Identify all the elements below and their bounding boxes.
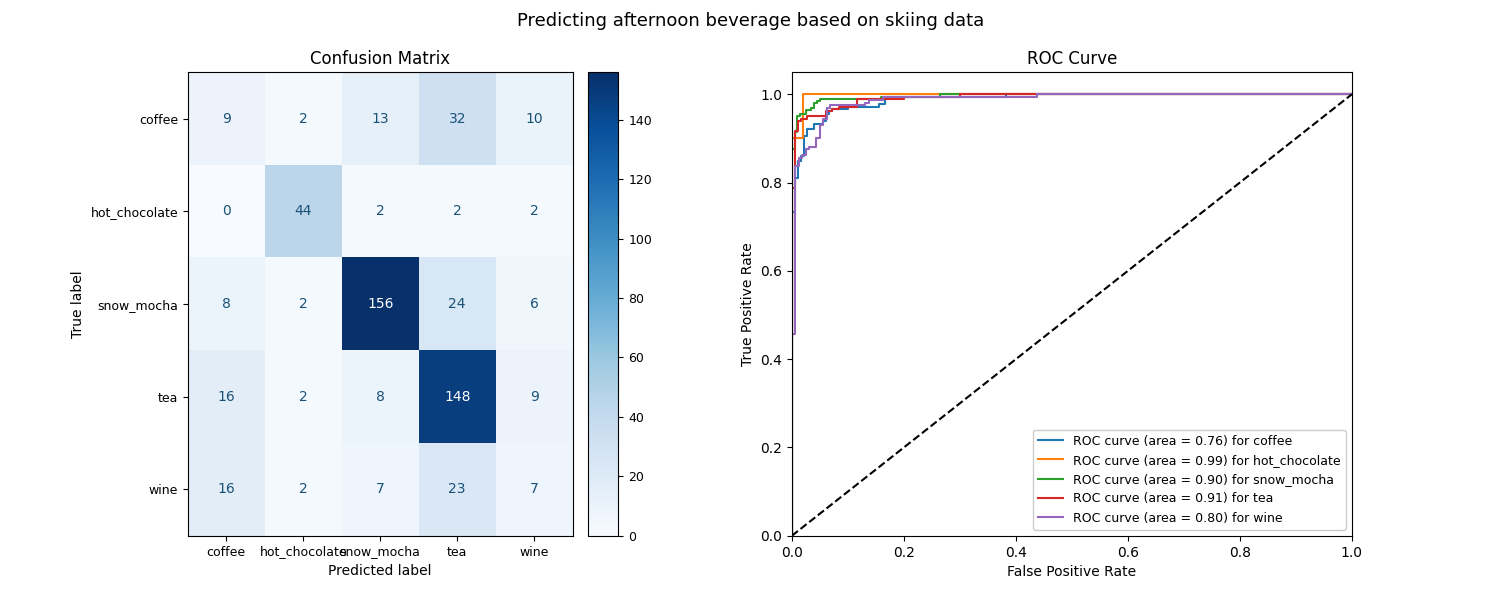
ROC curve (area = 0.76) for coffee [1063,91,1081,98]
Text: 23: 23 [449,482,466,497]
Text: 2: 2 [530,204,539,219]
ROC curve (area = 0.76) for coffee [1056,91,1074,98]
Text: 2: 2 [299,482,308,497]
ROC curve (area = 0.91) for tea [783,184,801,191]
ROC curve (area = 0.90) for snow_mocha [783,172,801,179]
Title: ROC Curve: ROC Curve [1027,50,1117,68]
ROC curve (area = 0.80) for wine [787,209,805,217]
ROC curve (area = 0.91) for tea [951,91,969,98]
Text: 44: 44 [294,204,312,219]
ROC curve (area = 0.91) for tea [1343,91,1361,98]
X-axis label: False Positive Rate: False Positive Rate [1008,565,1137,579]
ROC curve (area = 0.80) for wine [783,532,801,539]
ROC curve (area = 0.91) for tea [1035,91,1053,98]
Text: 16: 16 [218,482,236,497]
ROC curve (area = 0.99) for hot_chocolate [783,135,801,142]
Legend: ROC curve (area = 0.76) for coffee, ROC curve (area = 0.99) for hot_chocolate, R: ROC curve (area = 0.76) for coffee, ROC … [1033,430,1346,530]
ROC curve (area = 0.91) for tea [1200,91,1218,98]
ROC curve (area = 0.90) for snow_mocha [928,93,946,100]
Line: ROC curve (area = 0.99) for hot_chocolate: ROC curve (area = 0.99) for hot_chocolat… [792,95,1352,536]
Text: 2: 2 [452,204,461,219]
ROC curve (area = 0.91) for tea [1063,91,1081,98]
Text: 8: 8 [222,297,231,311]
ROC curve (area = 0.90) for snow_mocha [1223,91,1241,98]
ROC curve (area = 0.80) for wine [979,93,997,101]
Text: Predicting afternoon beverage based on skiing data: Predicting afternoon beverage based on s… [517,12,985,30]
ROC curve (area = 0.99) for hot_chocolate [795,91,813,98]
ROC curve (area = 0.99) for hot_chocolate [1343,91,1361,98]
ROC curve (area = 0.90) for snow_mocha [1148,91,1166,98]
Text: 2: 2 [299,111,308,126]
Y-axis label: True label: True label [71,270,84,338]
Text: 6: 6 [530,297,539,311]
ROC curve (area = 0.90) for snow_mocha [1343,91,1361,98]
ROC curve (area = 0.99) for hot_chocolate [1209,91,1227,98]
ROC curve (area = 0.80) for wine [817,107,835,114]
X-axis label: Predicted label: Predicted label [329,564,433,578]
Line: ROC curve (area = 0.76) for coffee: ROC curve (area = 0.76) for coffee [792,95,1352,536]
ROC curve (area = 0.76) for coffee [823,105,841,113]
Y-axis label: True Positive Rate: True Positive Rate [740,242,754,366]
ROC curve (area = 0.99) for hot_chocolate [783,144,801,151]
ROC curve (area = 0.80) for wine [783,330,801,338]
ROC curve (area = 0.99) for hot_chocolate [1029,91,1047,98]
ROC curve (area = 0.76) for coffee [1035,91,1053,98]
ROC curve (area = 0.99) for hot_chocolate [783,532,801,539]
ROC curve (area = 0.91) for tea [823,105,841,113]
ROC curve (area = 0.91) for tea [1056,91,1074,98]
Text: 10: 10 [526,111,544,126]
ROC curve (area = 0.90) for snow_mocha [783,532,801,539]
ROC curve (area = 0.80) for wine [787,163,805,170]
ROC curve (area = 0.76) for coffee [783,208,801,216]
Text: 13: 13 [371,111,389,126]
ROC curve (area = 0.99) for hot_chocolate [1119,91,1137,98]
Line: ROC curve (area = 0.91) for tea: ROC curve (area = 0.91) for tea [792,95,1352,536]
Text: 0: 0 [222,204,231,219]
ROC curve (area = 0.80) for wine [1343,91,1361,98]
ROC curve (area = 0.76) for coffee [1343,91,1361,98]
ROC curve (area = 0.80) for wine [1027,91,1045,98]
ROC curve (area = 0.76) for coffee [997,91,1015,98]
ROC curve (area = 0.76) for coffee [783,532,801,539]
ROC curve (area = 0.90) for snow_mocha [828,95,846,102]
Text: 7: 7 [530,482,539,497]
Line: ROC curve (area = 0.80) for wine: ROC curve (area = 0.80) for wine [792,95,1352,536]
ROC curve (area = 0.76) for coffee [1200,91,1218,98]
Text: 8: 8 [376,389,385,404]
ROC curve (area = 0.90) for snow_mocha [931,91,949,98]
ROC curve (area = 0.99) for hot_chocolate [795,91,813,98]
Line: ROC curve (area = 0.90) for snow_mocha: ROC curve (area = 0.90) for snow_mocha [792,95,1352,536]
ROC curve (area = 0.90) for snow_mocha [811,95,829,102]
ROC curve (area = 0.80) for wine [801,146,819,153]
Text: 24: 24 [449,297,466,311]
Text: 9: 9 [530,389,539,404]
Text: 7: 7 [376,482,385,497]
Text: 16: 16 [218,389,236,404]
Text: 32: 32 [449,111,466,126]
Text: 9: 9 [222,111,231,126]
Text: 2: 2 [299,389,308,404]
ROC curve (area = 0.91) for tea [783,532,801,539]
Text: 148: 148 [445,389,470,404]
Text: 156: 156 [366,297,394,311]
Title: Confusion Matrix: Confusion Matrix [309,50,451,68]
Text: 2: 2 [299,297,308,311]
Text: 2: 2 [376,204,385,219]
